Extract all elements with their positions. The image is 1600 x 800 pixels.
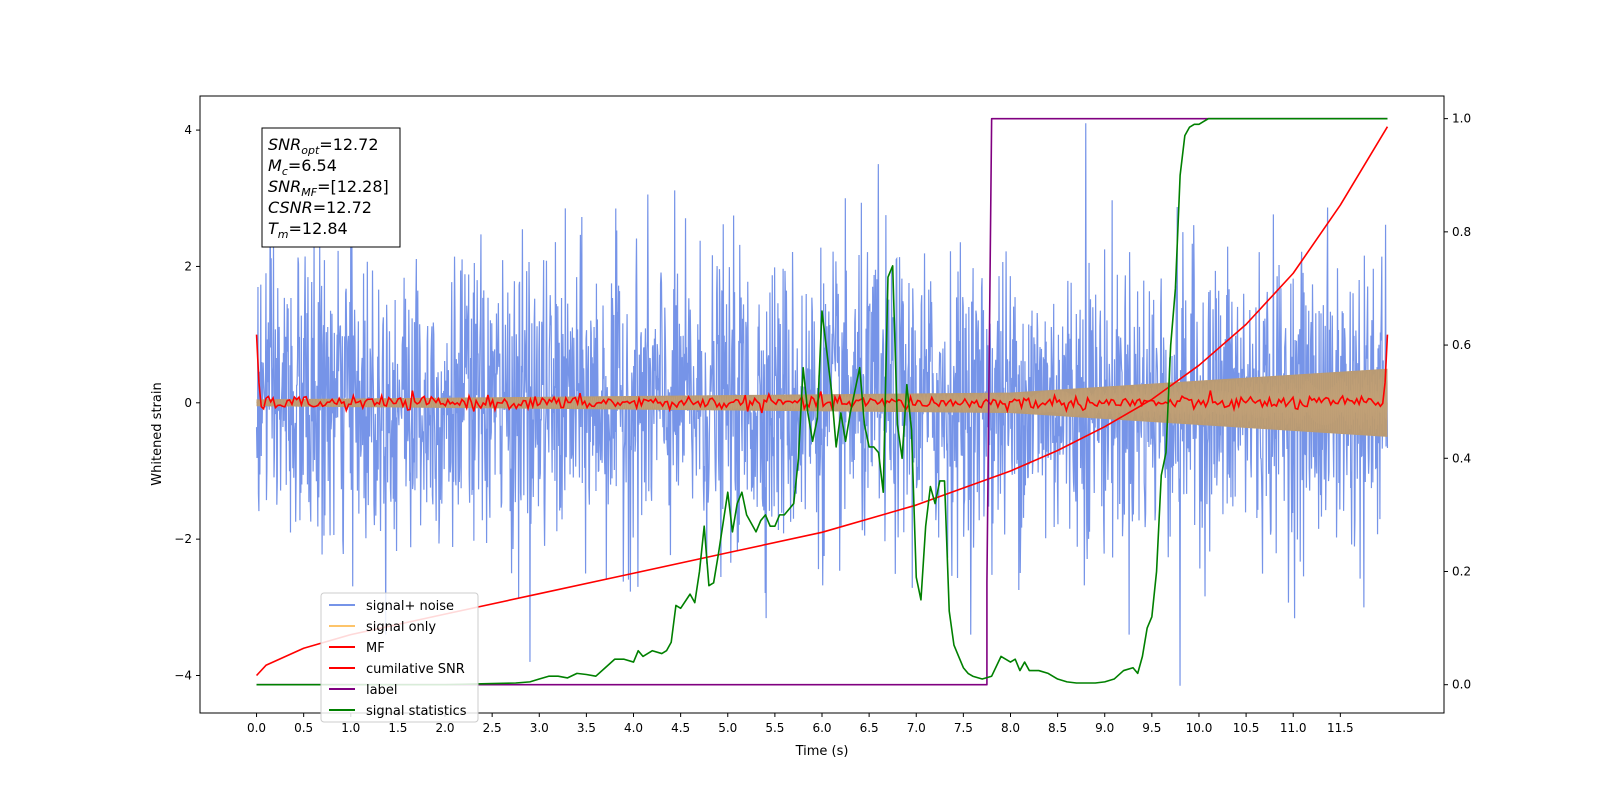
x-tick-label: 11.5 bbox=[1327, 721, 1354, 735]
info-line: SNRopt=12.72 bbox=[268, 135, 379, 157]
x-tick-label: 0.5 bbox=[294, 721, 313, 735]
y2-tick-label: 0.8 bbox=[1452, 225, 1471, 239]
legend-label: signal only bbox=[366, 620, 436, 635]
x-tick-label: 1.0 bbox=[341, 721, 360, 735]
info-line: Mc=6.54 bbox=[268, 156, 337, 178]
y-tick-label: 0 bbox=[184, 396, 192, 410]
y2-tick-label: 0.0 bbox=[1452, 678, 1471, 692]
x-tick-label: 2.0 bbox=[435, 721, 454, 735]
info-line: SNRMF=[12.28] bbox=[268, 177, 389, 199]
x-tick-label: 4.5 bbox=[671, 721, 690, 735]
y2-tick-label: 0.2 bbox=[1452, 564, 1471, 578]
series-mf-line bbox=[255, 334, 1389, 414]
x-axis-label: Time (s) bbox=[795, 744, 849, 759]
x-tick-label: 11.0 bbox=[1280, 721, 1307, 735]
info-line: Tm=12.84 bbox=[268, 219, 348, 241]
x-tick-label: 8.5 bbox=[1048, 721, 1067, 735]
y-tick-label: 4 bbox=[184, 123, 192, 137]
y2-tick-label: 0.4 bbox=[1452, 451, 1471, 465]
x-tick-label: 3.5 bbox=[577, 721, 596, 735]
x-tick-label: 7.5 bbox=[954, 721, 973, 735]
x-tick-label: 10.0 bbox=[1186, 721, 1213, 735]
legend-label: label bbox=[366, 683, 397, 698]
legend-label: signal+ noise bbox=[366, 599, 454, 614]
legend-label: MF bbox=[366, 641, 385, 656]
x-tick-label: 2.5 bbox=[483, 721, 502, 735]
y-axis-label: Whitened strain bbox=[150, 382, 165, 485]
y-tick-label: 2 bbox=[184, 259, 192, 273]
y-axis-left: 4 2 0 −2 −4 bbox=[174, 123, 200, 683]
series-signal-statistics-line bbox=[256, 117, 1388, 686]
x-tick-label: 0.0 bbox=[247, 721, 266, 735]
info-box-frame bbox=[261, 127, 401, 248]
x-tick-label: 5.0 bbox=[718, 721, 737, 735]
x-tick-label: 9.5 bbox=[1142, 721, 1161, 735]
x-axis: 0.0 0.5 1.0 1.5 2.0 2.5 3.0 3.5 4.0 4.5 5.0 5.5 6.0 6… bbox=[247, 713, 1354, 735]
legend-label: signal statistics bbox=[366, 704, 467, 719]
y2-tick-label: 0.6 bbox=[1452, 338, 1471, 352]
legend-frame bbox=[320, 592, 479, 723]
x-tick-label: 6.0 bbox=[812, 721, 831, 735]
x-tick-label: 7.0 bbox=[907, 721, 926, 735]
x-tick-label: 3.0 bbox=[530, 721, 549, 735]
x-tick-label: 1.5 bbox=[388, 721, 407, 735]
legend-label: cumilative SNR bbox=[366, 662, 465, 677]
info-line: CSNR=12.72 bbox=[268, 198, 372, 217]
y-tick-label: −4 bbox=[174, 669, 192, 683]
x-tick-label: 4.0 bbox=[624, 721, 643, 735]
y-tick-label: −2 bbox=[174, 532, 192, 546]
x-tick-label: 9.0 bbox=[1095, 721, 1114, 735]
x-tick-label: 10.5 bbox=[1233, 721, 1260, 735]
x-tick-label: 6.5 bbox=[860, 721, 879, 735]
x-tick-label: 8.0 bbox=[1001, 721, 1020, 735]
x-tick-label: 5.5 bbox=[765, 721, 784, 735]
series-label-line bbox=[256, 117, 1388, 686]
y2-tick-label: 1.0 bbox=[1452, 112, 1471, 126]
legend: signal+ noise signal only MF cumilative SNR… bbox=[320, 592, 479, 723]
series-layer bbox=[255, 117, 1389, 686]
y-axis-right: 1.0 0.8 0.6 0.4 0.2 0.0 bbox=[1444, 112, 1471, 692]
info-annotation-box: SNRopt=12.72Mc=6.54SNRMF=[12.28]CSNR=12.… bbox=[261, 127, 401, 248]
